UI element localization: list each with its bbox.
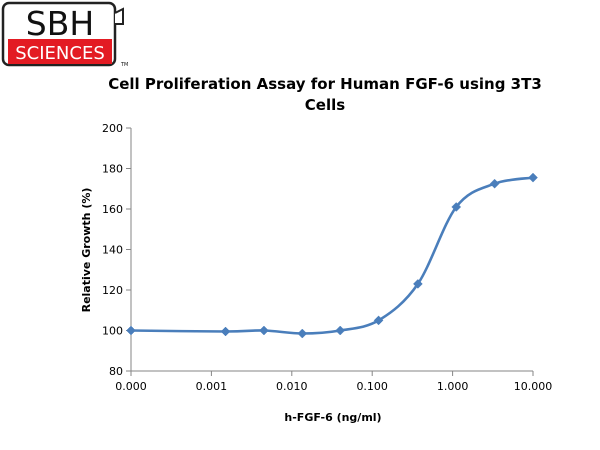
data-point bbox=[335, 325, 346, 336]
sbh-sciences-logo: SBH SCIENCES TM bbox=[1, 1, 128, 68]
data-point bbox=[126, 325, 136, 336]
x-tick-label: 0.100 bbox=[356, 380, 388, 393]
y-tick-label: 100 bbox=[102, 325, 123, 338]
logo-line2: SCIENCES bbox=[15, 43, 105, 64]
y-tick-label: 140 bbox=[102, 244, 123, 257]
data-point bbox=[528, 172, 538, 183]
x-tick-label: 1.000 bbox=[437, 380, 469, 393]
data-point bbox=[297, 328, 308, 339]
data-point bbox=[413, 279, 423, 289]
series-line bbox=[130, 176, 534, 335]
y-tick-label: 160 bbox=[102, 203, 123, 216]
y-tick-label: 180 bbox=[102, 163, 123, 176]
x-axis-title: h-FGF-6 (ng/ml) bbox=[284, 411, 381, 424]
y-tick-label: 200 bbox=[102, 122, 123, 135]
data-point bbox=[220, 326, 231, 337]
x-tick-label: 0.010 bbox=[276, 380, 308, 393]
y-tick-label: 120 bbox=[102, 284, 123, 297]
x-tick-label: 10.000 bbox=[514, 380, 553, 393]
y-axis-title: Relative Growth (%) bbox=[80, 188, 93, 313]
logo-line1: SBH bbox=[26, 4, 94, 43]
x-tick-label: 0.001 bbox=[196, 380, 228, 393]
chart-title: Cell Proliferation Assay for Human FGF-6… bbox=[108, 75, 542, 114]
logo-trademark: TM bbox=[120, 62, 128, 68]
data-point bbox=[451, 202, 462, 212]
data-point bbox=[373, 315, 384, 326]
data-point bbox=[259, 325, 269, 336]
y-tick-label: 80 bbox=[109, 365, 123, 378]
data-point bbox=[489, 178, 500, 189]
x-tick-label: 0.000 bbox=[115, 380, 147, 393]
